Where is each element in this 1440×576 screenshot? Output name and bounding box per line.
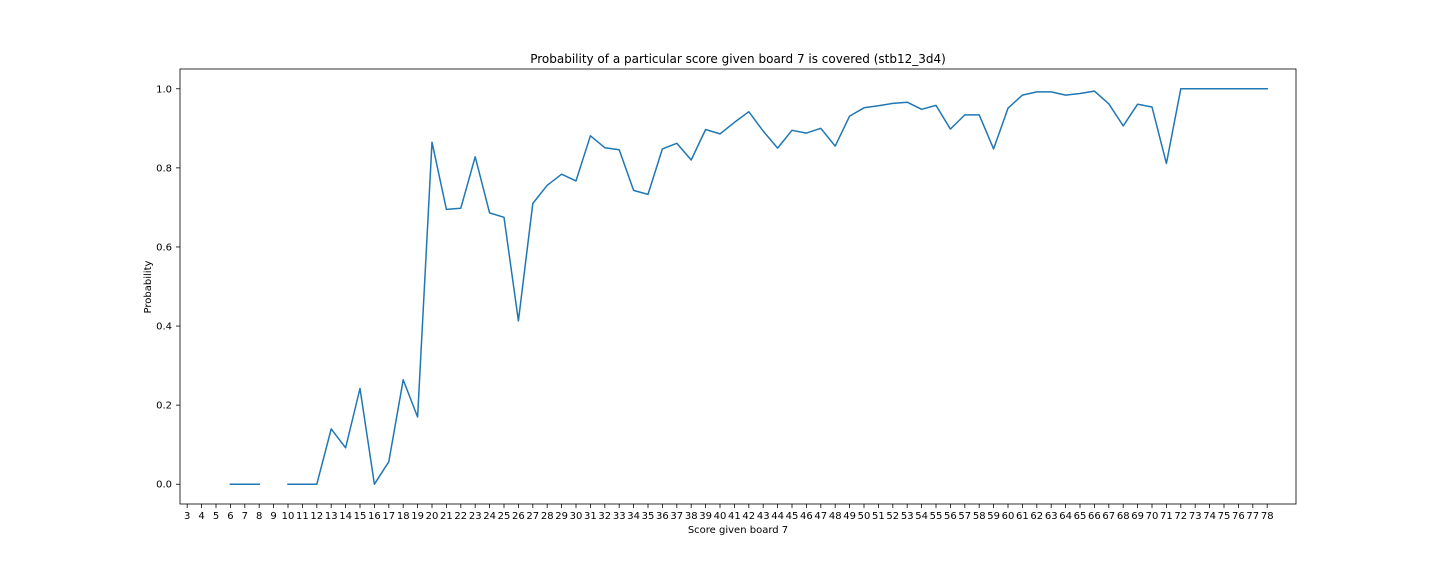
x-tick-label: 73: [1189, 511, 1202, 522]
y-tick-label: 0.4: [156, 322, 172, 333]
x-tick-label: 37: [670, 511, 683, 522]
x-tick-label: 45: [786, 511, 799, 522]
x-tick-label: 59: [987, 511, 1000, 522]
y-axis: 0.0 0.2 0.4 0.6 0.8 1.0: [156, 84, 180, 490]
x-tick-label: 32: [598, 511, 611, 522]
y-tick-label: 0.0: [156, 480, 172, 491]
x-tick-label: 12: [310, 511, 323, 522]
x-tick-label: 60: [1002, 511, 1015, 522]
chart-title: Probability of a particular score given …: [530, 52, 946, 66]
x-tick-label: 76: [1232, 511, 1245, 522]
x-tick-label: 41: [728, 511, 741, 522]
x-tick-label: 68: [1117, 511, 1130, 522]
x-tick-label: 4: [198, 511, 204, 522]
x-tick-label: 15: [354, 511, 367, 522]
series-line: [288, 89, 1267, 484]
x-tick-label: 34: [627, 511, 640, 522]
x-tick-label: 52: [886, 511, 899, 522]
x-tick-label: 5: [213, 511, 219, 522]
x-tick-label: 16: [368, 511, 381, 522]
x-tick-label: 24: [483, 511, 496, 522]
x-axis-label: Score given board 7: [688, 525, 788, 536]
x-tick-label: 74: [1203, 511, 1216, 522]
x-tick-label: 13: [325, 511, 338, 522]
x-tick-label: 30: [570, 511, 583, 522]
x-tick-label: 75: [1218, 511, 1231, 522]
x-tick-label: 14: [339, 511, 352, 522]
x-tick-label: 10: [282, 511, 295, 522]
y-tick-label: 1.0: [156, 84, 172, 95]
plot-area: [230, 89, 1267, 484]
y-tick-label: 0.8: [156, 163, 172, 174]
x-tick-label: 61: [1016, 511, 1029, 522]
x-tick-label: 9: [270, 511, 276, 522]
x-tick-label: 48: [829, 511, 842, 522]
x-tick-label: 3: [184, 511, 190, 522]
x-tick-label: 35: [642, 511, 655, 522]
x-tick-label: 55: [930, 511, 943, 522]
x-tick-label: 50: [858, 511, 871, 522]
x-tick-label: 8: [256, 511, 262, 522]
x-tick-label: 65: [1074, 511, 1087, 522]
x-tick-label: 31: [584, 511, 597, 522]
x-tick-label: 11: [296, 511, 309, 522]
x-tick-label: 77: [1246, 511, 1259, 522]
x-tick-label: 62: [1030, 511, 1043, 522]
x-tick-label: 6: [227, 511, 233, 522]
y-tick-label: 0.6: [156, 242, 172, 253]
x-tick-label: 72: [1174, 511, 1187, 522]
y-tick-label: 0.2: [156, 401, 172, 412]
x-tick-label: 42: [742, 511, 755, 522]
x-axis: 3 4 5 6 7 8 9 10 11 12 13 14 15 16 17 18 19 20 21 22 23 24 25 2…: [184, 504, 1274, 522]
x-tick-label: 53: [901, 511, 914, 522]
x-tick-label: 39: [699, 511, 712, 522]
x-tick-label: 43: [757, 511, 770, 522]
x-tick-label: 58: [973, 511, 986, 522]
x-tick-label: 64: [1059, 511, 1072, 522]
x-tick-label: 21: [440, 511, 453, 522]
x-tick-label: 40: [714, 511, 727, 522]
x-tick-label: 54: [915, 511, 928, 522]
x-tick-label: 19: [411, 511, 424, 522]
x-tick-label: 46: [800, 511, 813, 522]
x-tick-label: 69: [1131, 511, 1144, 522]
x-tick-label: 25: [498, 511, 511, 522]
x-tick-label: 67: [1102, 511, 1115, 522]
x-tick-label: 29: [555, 511, 568, 522]
x-tick-label: 70: [1146, 511, 1159, 522]
x-tick-label: 17: [382, 511, 395, 522]
x-tick-label: 26: [512, 511, 525, 522]
x-tick-label: 38: [685, 511, 698, 522]
x-tick-label: 57: [958, 511, 971, 522]
x-tick-label: 23: [469, 511, 482, 522]
y-axis-label: Probability: [143, 260, 154, 313]
x-tick-label: 7: [242, 511, 248, 522]
x-tick-label: 71: [1160, 511, 1173, 522]
x-tick-label: 49: [843, 511, 856, 522]
x-tick-label: 28: [541, 511, 554, 522]
x-tick-label: 27: [526, 511, 539, 522]
x-tick-label: 56: [944, 511, 957, 522]
x-tick-label: 36: [656, 511, 669, 522]
x-tick-label: 22: [454, 511, 467, 522]
x-tick-label: 44: [771, 511, 784, 522]
x-tick-label: 47: [814, 511, 827, 522]
x-tick-label: 78: [1261, 511, 1274, 522]
x-tick-label: 51: [872, 511, 885, 522]
x-tick-label: 33: [613, 511, 626, 522]
x-tick-label: 66: [1088, 511, 1101, 522]
x-tick-label: 18: [397, 511, 410, 522]
x-tick-label: 63: [1045, 511, 1058, 522]
x-tick-label: 20: [426, 511, 439, 522]
